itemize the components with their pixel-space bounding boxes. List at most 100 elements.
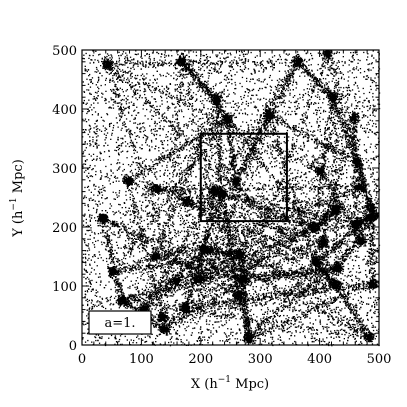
- particle-point: [181, 274, 184, 277]
- particle-point: [129, 196, 131, 199]
- particle-point: [283, 105, 285, 108]
- particle-point: [116, 196, 119, 198]
- particle-point: [306, 314, 309, 316]
- particle-point: [153, 134, 155, 137]
- particle-point: [313, 303, 315, 305]
- particle-point: [284, 182, 286, 184]
- particle-point: [278, 54, 281, 56]
- particle-point: [158, 127, 160, 130]
- particle-point: [100, 280, 102, 282]
- particle-point: [153, 122, 156, 125]
- particle-point: [254, 147, 256, 150]
- particle-point: [208, 72, 211, 74]
- particle-point: [143, 173, 145, 175]
- particle-point: [186, 219, 188, 221]
- particle-point: [314, 147, 316, 149]
- particle-point: [377, 231, 379, 234]
- particle-point: [199, 343, 201, 345]
- particle-point: [317, 126, 320, 128]
- particle-point: [331, 171, 333, 173]
- particle-point: [342, 113, 344, 116]
- particle-point: [132, 141, 134, 143]
- particle-point: [250, 295, 252, 297]
- particle-point: [354, 324, 356, 326]
- particle-point: [110, 122, 112, 124]
- particle-point: [241, 212, 243, 214]
- particle-point: [278, 343, 281, 345]
- particle-point: [312, 242, 314, 244]
- particle-point: [212, 147, 214, 149]
- particle-point: [220, 308, 222, 310]
- particle-point: [187, 185, 189, 187]
- particle-point: [264, 52, 266, 54]
- particle-point: [206, 81, 208, 84]
- particle-point: [94, 217, 96, 219]
- particle-point: [347, 99, 349, 101]
- particle-point: [250, 247, 252, 249]
- particle-point: [325, 343, 328, 345]
- particle-point: [86, 333, 89, 335]
- particle-point: [347, 97, 349, 99]
- particle-point: [96, 71, 98, 73]
- particle-point: [329, 321, 332, 323]
- particle-point: [287, 253, 289, 255]
- particle-point: [348, 165, 350, 167]
- particle-point: [253, 128, 255, 131]
- particle-point: [144, 341, 146, 343]
- particle-point: [363, 116, 365, 118]
- particle-point: [254, 120, 256, 122]
- particle-point: [353, 95, 356, 98]
- particle-point: [330, 181, 332, 183]
- particle-point: [119, 115, 121, 117]
- particle-point: [142, 126, 144, 128]
- particle-point: [257, 189, 260, 191]
- particle-point: [121, 88, 123, 91]
- particle-point: [84, 250, 87, 252]
- particle-point: [352, 251, 354, 253]
- particle-point: [163, 173, 165, 175]
- particle-point: [109, 203, 111, 205]
- particle-point: [369, 85, 372, 87]
- particle-point: [102, 125, 104, 127]
- particle-point: [283, 76, 286, 78]
- particle-point: [166, 175, 169, 177]
- particle-point: [122, 106, 125, 108]
- particle-point: [97, 239, 99, 242]
- particle-point: [342, 173, 344, 175]
- particle-point: [331, 57, 333, 59]
- particle-point: [185, 329, 187, 332]
- particle-point: [104, 130, 106, 132]
- particle-point: [245, 250, 247, 253]
- particle-point: [353, 69, 355, 71]
- particle-point: [229, 70, 232, 72]
- particle-point: [145, 140, 147, 142]
- particle-point: [172, 225, 174, 228]
- particle-point: [304, 156, 306, 158]
- particle-point: [229, 342, 231, 344]
- particle-point: [82, 164, 84, 166]
- particle-point: [244, 113, 247, 115]
- particle-point: [99, 159, 102, 161]
- particle-point: [295, 209, 297, 212]
- particle-point: [165, 75, 167, 78]
- particle-point: [171, 96, 173, 98]
- particle-point: [302, 187, 304, 189]
- particle-point: [169, 210, 172, 212]
- particle-point: [148, 87, 150, 89]
- particle-point: [294, 335, 296, 337]
- particle-point: [122, 262, 125, 264]
- particle-point: [262, 317, 264, 320]
- particle-point: [86, 315, 88, 317]
- particle-point: [174, 107, 176, 109]
- particle-point: [121, 285, 123, 287]
- particle-point: [328, 161, 330, 163]
- particle-point: [280, 302, 283, 304]
- particle-point: [183, 125, 185, 128]
- particle-point: [144, 336, 146, 338]
- particle-point: [278, 81, 280, 83]
- particle-point: [278, 137, 280, 139]
- particle-point: [164, 59, 166, 61]
- particle-point: [356, 256, 358, 258]
- particle-point: [163, 237, 165, 239]
- particle-point: [114, 234, 116, 236]
